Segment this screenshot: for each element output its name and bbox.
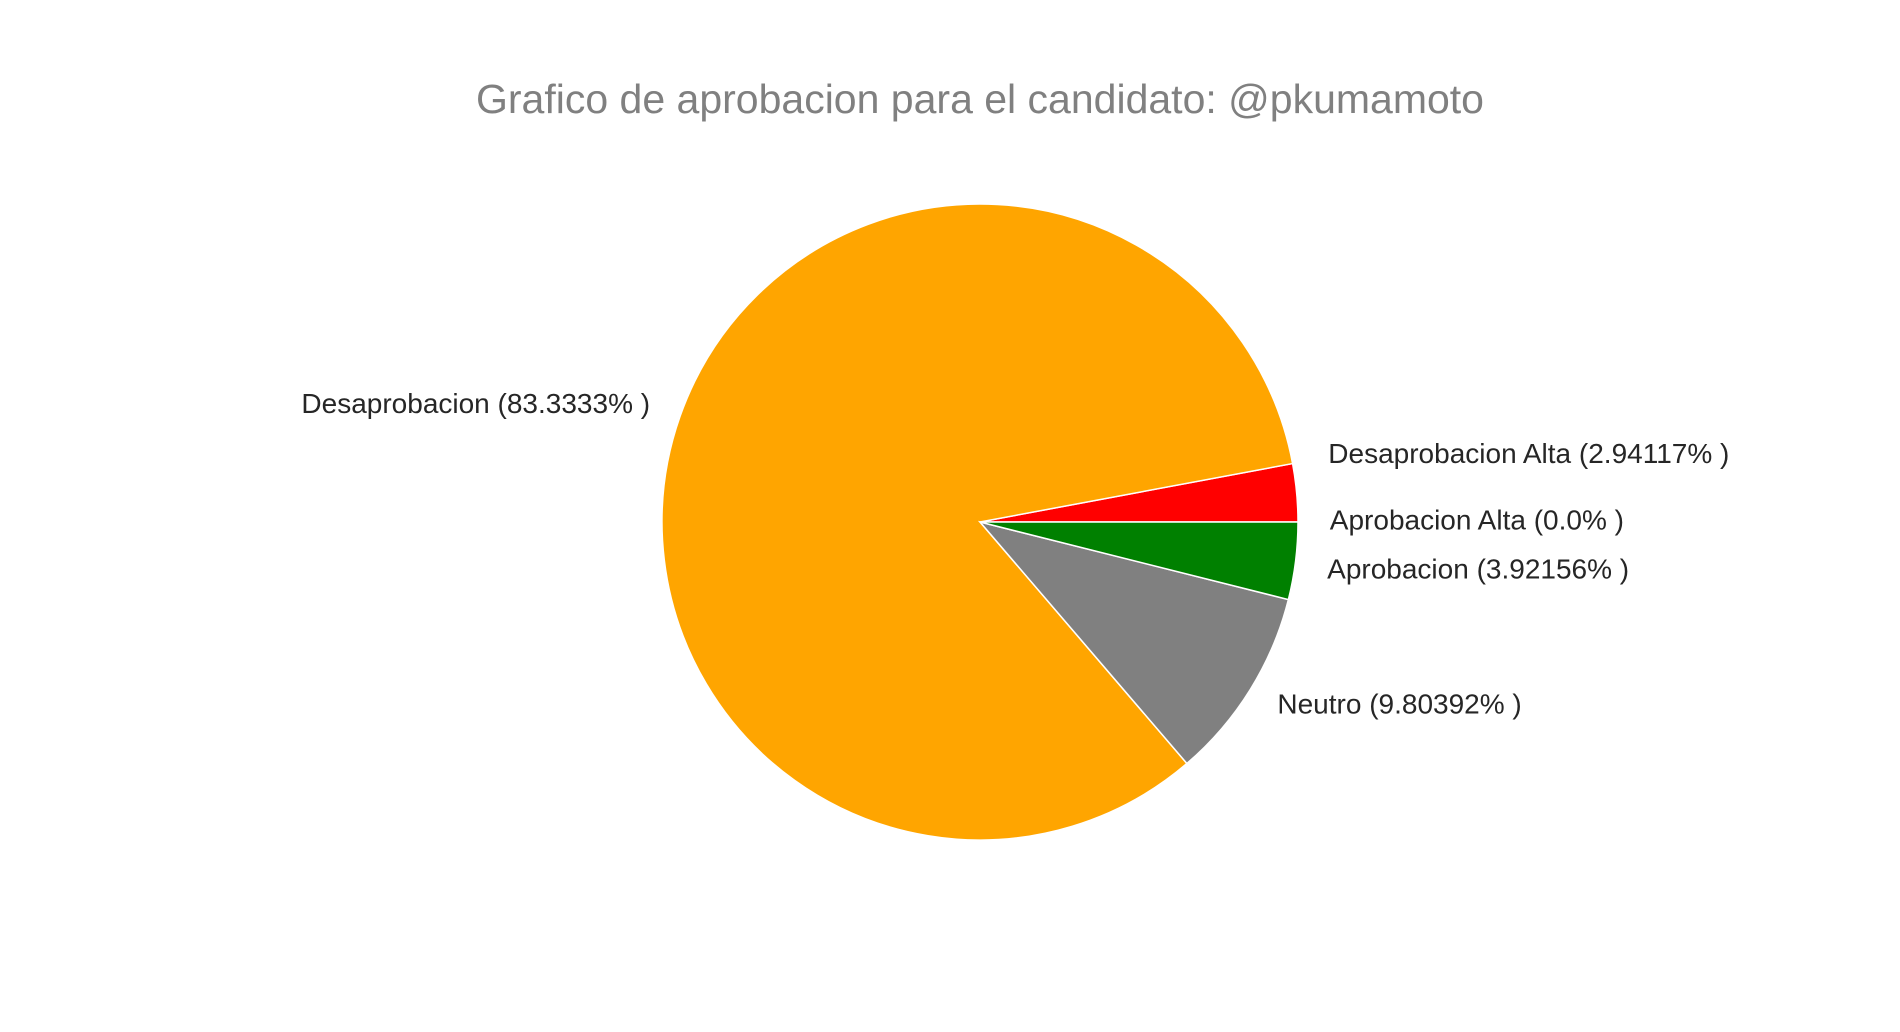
pie-slice-1 (661, 203, 1294, 841)
pie-slice-label-3: Aprobacion (3.92156% ) (1327, 553, 1629, 584)
pie-slice-3 (979, 521, 1299, 601)
pie-slice-2 (977, 520, 1290, 765)
pie-labels: Desaprobacion Alta (2.94117% ) Desaprobac… (301, 388, 1729, 719)
pie-slice-label-0: Desaprobacion Alta (2.94117% ) (1328, 438, 1729, 469)
pie-slice-label-1: Desaprobacion (83.3333% ) (301, 388, 650, 419)
pie-slice-label-4: Aprobacion Alta (0.0% ) (1330, 504, 1624, 535)
pie-slices (661, 203, 1299, 841)
pie-slice-label-2: Neutro (9.80392% ) (1277, 689, 1521, 720)
chart-title: Grafico de aprobacion para el candidato:… (476, 76, 1484, 122)
